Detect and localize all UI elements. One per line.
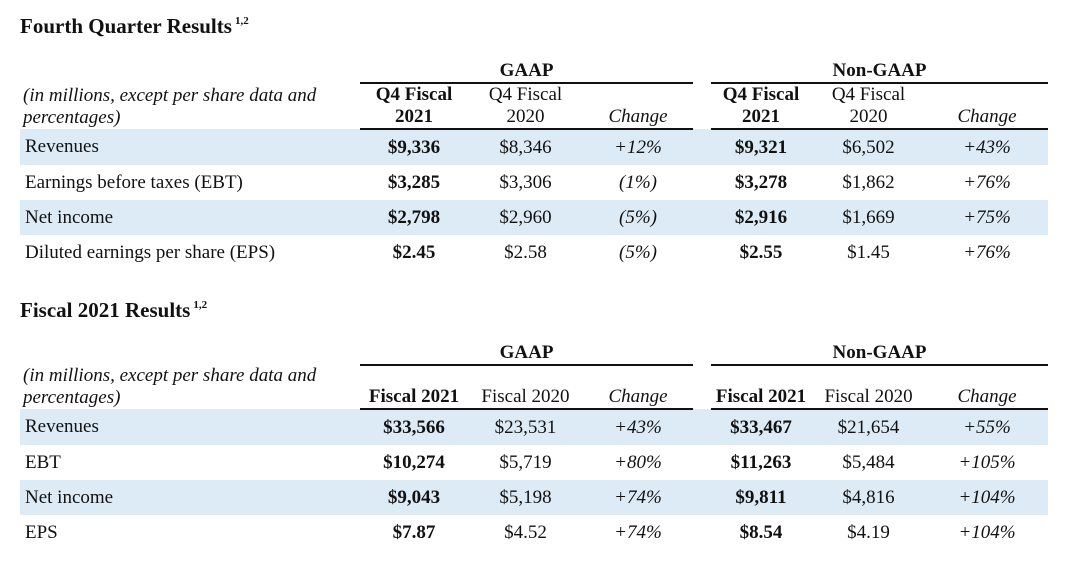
row-label: Revenues bbox=[20, 129, 360, 165]
nongaap-fy20-value: $4.19 bbox=[847, 521, 890, 543]
row-label: EBT bbox=[25, 451, 61, 473]
col-gaap-fy20: Fiscal 2020 bbox=[468, 365, 583, 410]
gaap-change-value: +74% bbox=[583, 480, 694, 515]
table-row: EPS $7.87 $4.52 +74% $8.54 $4.19 +104% bbox=[20, 515, 1048, 550]
col-nongaap-fy20: Q4 Fiscal 2020 bbox=[811, 83, 927, 130]
gaap-change-value: +43% bbox=[583, 409, 694, 445]
nongaap-fy20-value: $4,816 bbox=[811, 480, 927, 515]
nongaap-change-value: +76% bbox=[963, 171, 1011, 193]
table-row: Revenues $9,336 $8,346 +12% $9,321 $6,502 +43% bbox=[20, 129, 1049, 165]
units-note: (in millions, except per share data and … bbox=[23, 85, 317, 128]
fy-title-text: Fiscal 2021 Results bbox=[20, 298, 191, 322]
q4-results-title: Fourth Quarter Results 1,2 bbox=[20, 14, 249, 39]
table-row: EBT $10,274 $5,719 +80% $11,263 $5,484 +105% bbox=[20, 445, 1048, 480]
units-note: (in millions, except per share data and … bbox=[23, 365, 317, 408]
col-nongaap-fy21: Fiscal 2021 bbox=[711, 365, 812, 410]
gaap-fy20-value: $2,960 bbox=[468, 200, 583, 235]
gaap-change-value: +74% bbox=[614, 521, 662, 543]
nongaap-change-value: +76% bbox=[963, 241, 1011, 263]
nongaap-change-value: +55% bbox=[926, 409, 1049, 445]
gaap-change-value: (5%) bbox=[583, 200, 694, 235]
nongaap-fy20-value: $1.45 bbox=[847, 241, 890, 263]
gaap-fy21-value: $2,798 bbox=[360, 200, 468, 235]
gaap-change-value: (1%) bbox=[619, 171, 657, 193]
row-label: Revenues bbox=[20, 409, 360, 445]
table-row: Revenues $33,566 $23,531 +43% $33,467 $21,654… bbox=[20, 409, 1049, 445]
q4-title-footnote: 1,2 bbox=[234, 15, 249, 27]
col-gaap-fy20: Q4 Fiscal 2020 bbox=[468, 83, 583, 130]
gaap-fy21-value: $33,566 bbox=[360, 409, 468, 445]
nongaap-change-value: +104% bbox=[926, 480, 1049, 515]
nongaap-fy21-value: $8.54 bbox=[739, 521, 783, 543]
gaap-fy21-value: $7.87 bbox=[392, 521, 436, 543]
nongaap-change-value: +104% bbox=[958, 521, 1016, 543]
col-nongaap-fy20: Fiscal 2020 bbox=[811, 365, 927, 410]
gaap-change-value: +80% bbox=[614, 451, 662, 473]
row-label: Net income bbox=[20, 480, 360, 515]
col-gaap-fy21: Fiscal 2021 bbox=[360, 365, 468, 410]
gaap-fy20-value: $2.58 bbox=[504, 241, 547, 263]
nongaap-fy20-value: $1,862 bbox=[842, 171, 895, 193]
table-row: Earnings before taxes (EBT) $3,285 $3,306 (… bbox=[20, 165, 1048, 200]
gaap-fy20-value: $3,306 bbox=[499, 171, 552, 193]
col-nongaap-fy21: Q4 Fiscal 2021 bbox=[711, 83, 812, 130]
gaap-fy20-value: $4.52 bbox=[504, 521, 547, 543]
gaap-fy20-value: $23,531 bbox=[468, 409, 583, 445]
gaap-fy21-value: $9,336 bbox=[360, 129, 468, 165]
nongaap-group-header: Non-GAAP bbox=[711, 56, 1049, 84]
nongaap-fy20-value: $1,669 bbox=[811, 200, 927, 235]
gaap-group-header: GAAP bbox=[360, 56, 694, 84]
col-nongaap-change: Change bbox=[926, 365, 1049, 410]
nongaap-change-value: +105% bbox=[958, 451, 1016, 473]
nongaap-fy21-value: $11,263 bbox=[730, 451, 792, 473]
nongaap-fy20-value: $5,484 bbox=[842, 451, 895, 473]
nongaap-fy21-value: $2,916 bbox=[711, 200, 812, 235]
gaap-fy20-value: $5,198 bbox=[468, 480, 583, 515]
fy-title-footnote: 1,2 bbox=[193, 299, 208, 311]
gaap-group-header: GAAP bbox=[360, 338, 694, 366]
gaap-change-value: +12% bbox=[583, 129, 694, 165]
col-nongaap-change: Change bbox=[926, 83, 1049, 130]
nongaap-change-value: +43% bbox=[926, 129, 1049, 165]
col-gaap-change: Change bbox=[583, 365, 694, 410]
nongaap-group-header: Non-GAAP bbox=[711, 338, 1049, 366]
gaap-fy20-value: $8,346 bbox=[468, 129, 583, 165]
table-row: Net income $2,798 $2,960 (5%) $2,916 $1,669 +7… bbox=[20, 200, 1049, 235]
row-label: EPS bbox=[25, 521, 58, 543]
col-gaap-change: Change bbox=[583, 83, 694, 130]
nongaap-fy20-value: $21,654 bbox=[811, 409, 927, 445]
nongaap-fy21-value: $2.55 bbox=[739, 241, 783, 263]
row-label: Earnings before taxes (EBT) bbox=[25, 171, 243, 193]
gaap-fy21-value: $10,274 bbox=[383, 451, 445, 473]
gaap-fy21-value: $2.45 bbox=[392, 241, 436, 263]
gaap-change-value: (5%) bbox=[619, 241, 657, 263]
fy-results-table: GAAP Non-GAAP (in millions, except per s… bbox=[20, 338, 1049, 550]
q4-results-table: GAAP Non-GAAP (in millions, except per s… bbox=[20, 56, 1049, 270]
nongaap-change-value: +75% bbox=[926, 200, 1049, 235]
nongaap-fy20-value: $6,502 bbox=[811, 129, 927, 165]
fy-results-title: Fiscal 2021 Results 1,2 bbox=[20, 298, 207, 323]
gaap-fy21-value: $3,285 bbox=[387, 171, 441, 193]
table-row: Net income $9,043 $5,198 +74% $9,811 $4,816 +1… bbox=[20, 480, 1049, 515]
nongaap-fy21-value: $9,811 bbox=[711, 480, 812, 515]
q4-title-text: Fourth Quarter Results bbox=[20, 14, 232, 38]
nongaap-fy21-value: $33,467 bbox=[711, 409, 812, 445]
nongaap-fy21-value: $3,278 bbox=[734, 171, 788, 193]
gaap-fy20-value: $5,719 bbox=[499, 451, 552, 473]
table-row: Diluted earnings per share (EPS) $2.45 $2.… bbox=[20, 235, 1048, 270]
row-label: Net income bbox=[20, 200, 360, 235]
row-label: Diluted earnings per share (EPS) bbox=[25, 241, 276, 263]
nongaap-fy21-value: $9,321 bbox=[711, 129, 812, 165]
gaap-fy21-value: $9,043 bbox=[360, 480, 468, 515]
col-gaap-fy21: Q4 Fiscal 2021 bbox=[360, 83, 468, 130]
